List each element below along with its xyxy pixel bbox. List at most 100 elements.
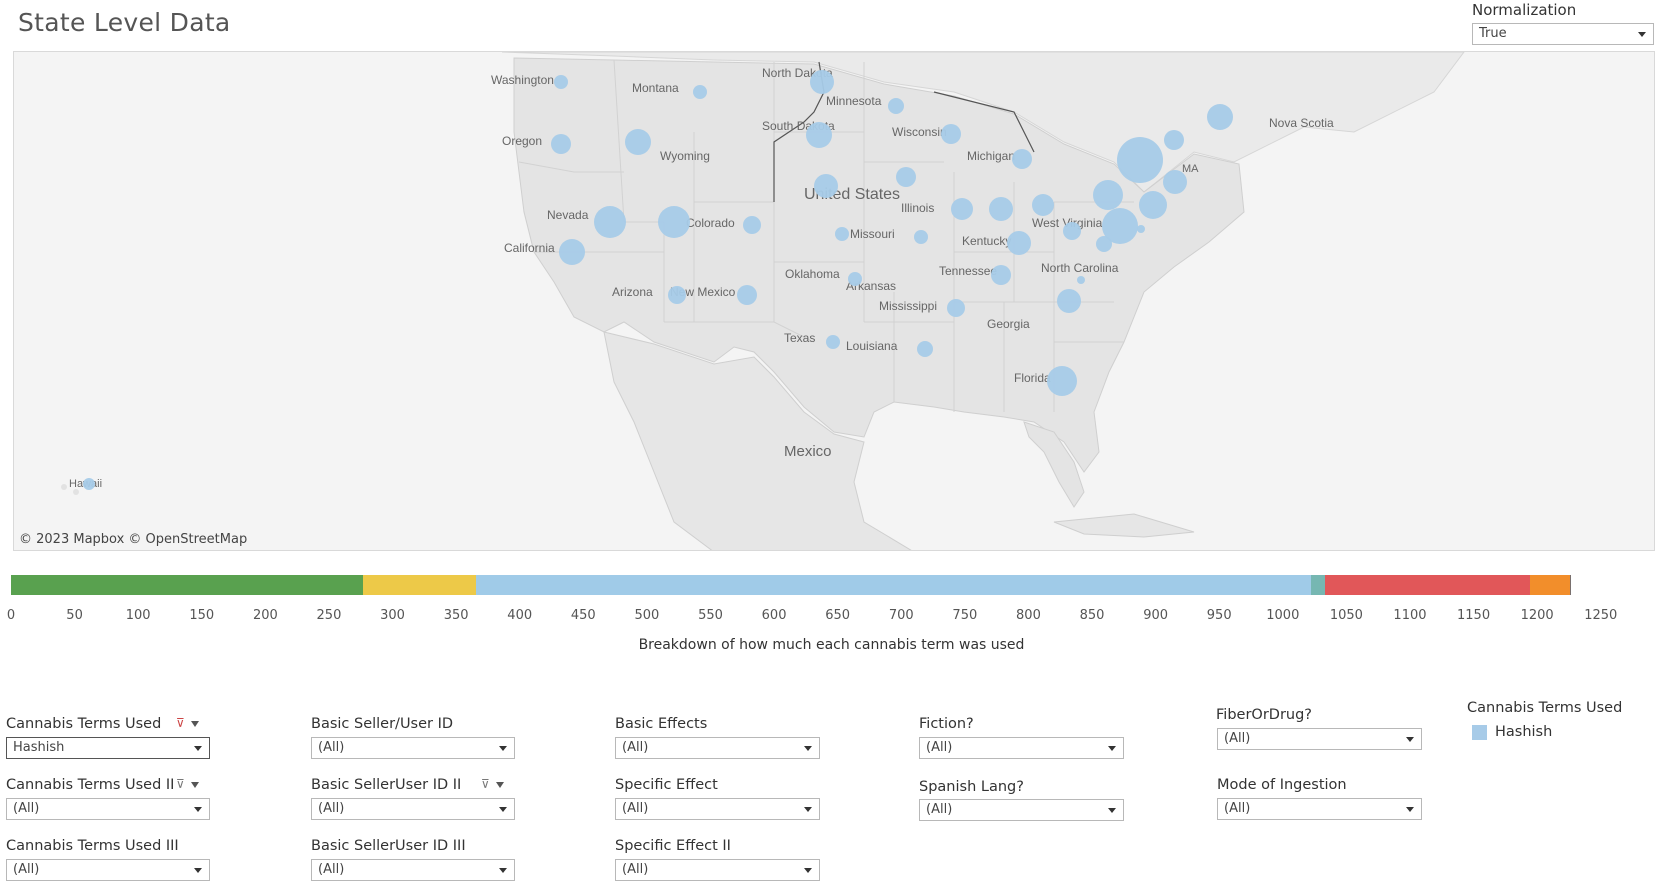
state-map[interactable]: Washington Oregon California Nevada Mont…	[13, 51, 1655, 551]
filter-controls[interactable]: ⊽	[176, 716, 199, 730]
bar-segment-5[interactable]	[1529, 575, 1571, 595]
bubble-delaware[interactable]	[1137, 225, 1145, 233]
bubble-west-virginia[interactable]	[1063, 222, 1081, 240]
bubble-oregon[interactable]	[551, 134, 571, 154]
filter-specific-effect-ii[interactable]: (All)	[615, 859, 820, 881]
bubble-nevada[interactable]	[594, 206, 626, 238]
bubble-indiana[interactable]	[989, 197, 1013, 221]
filter-value: (All)	[622, 862, 649, 877]
bubble-missouri[interactable]	[914, 230, 928, 244]
bubble-connecticut[interactable]	[1163, 170, 1187, 194]
bar-segment-1[interactable]	[363, 575, 477, 595]
filter-controls[interactable]: ⊽	[481, 777, 504, 791]
map-label-minnesota: Minnesota	[826, 94, 882, 108]
filter-cannabis-terms-used[interactable]: Hashish	[6, 737, 210, 759]
dropdown-menu-icon[interactable]	[495, 781, 504, 788]
filter-controls[interactable]: ⊽	[176, 777, 199, 791]
bubble-ohio[interactable]	[1032, 194, 1054, 216]
bubble-nebraska[interactable]	[814, 174, 838, 198]
bubble-illinois[interactable]	[951, 198, 973, 220]
bubble-maryland[interactable]	[1102, 208, 1138, 244]
normalization-select[interactable]: True	[1472, 23, 1654, 45]
bubble-louisiana[interactable]	[917, 341, 933, 357]
bubble-new-mexico[interactable]	[737, 285, 757, 305]
bubble-tennessee[interactable]	[991, 265, 1011, 285]
bubble-arizona[interactable]	[668, 286, 686, 304]
bubble-oklahoma[interactable]	[848, 272, 862, 286]
bubble-north-dakota[interactable]	[810, 70, 834, 94]
dropdown-menu-icon[interactable]	[190, 720, 199, 727]
bubble-idaho[interactable]	[625, 129, 651, 155]
bubble-texas[interactable]	[826, 335, 840, 349]
bubble-south-carolina[interactable]	[1057, 289, 1081, 313]
bar-segment-6[interactable]	[1570, 575, 1572, 595]
filter-basic-effects[interactable]: (All)	[615, 737, 820, 759]
x-tick-label: 250	[316, 608, 342, 623]
bubble-kentucky[interactable]	[1007, 231, 1031, 255]
breakdown-bar[interactable]	[11, 575, 1573, 595]
filter-value: (All)	[13, 801, 40, 816]
map-label-illinois: Illinois	[901, 201, 934, 215]
bubble-vermont[interactable]	[1164, 130, 1184, 150]
chevron-down-icon	[499, 807, 507, 812]
map-canvas[interactable]: Washington Oregon California Nevada Mont…	[14, 52, 1655, 551]
filter-basic-selleruser-id-ii[interactable]: (All)	[311, 798, 515, 820]
map-attribution[interactable]: © 2023 Mapbox © OpenStreetMap	[19, 532, 248, 547]
filter-label-basic-effects: Basic Effects	[615, 716, 708, 732]
bubble-new-york[interactable]	[1117, 137, 1163, 183]
map-label-nova-scotia: Nova Scotia	[1269, 116, 1334, 130]
filter-cannabis-terms-used-iii[interactable]: (All)	[6, 859, 210, 881]
legend-item-hashish[interactable]: Hashish	[1495, 724, 1553, 740]
bubble-south-dakota[interactable]	[806, 122, 832, 148]
clear-filter-icon[interactable]: ⊽	[176, 716, 185, 730]
normalization-label: Normalization	[1472, 1, 1577, 19]
filter-label-mode-of-ingestion: Mode of Ingestion	[1217, 777, 1347, 793]
filter-fiction[interactable]: (All)	[919, 737, 1124, 759]
filter-icon[interactable]: ⊽	[481, 777, 490, 791]
bubble-maine[interactable]	[1207, 104, 1233, 130]
filter-cannabis-terms-used-ii[interactable]: (All)	[6, 798, 210, 820]
bar-segment-4[interactable]	[1324, 575, 1530, 595]
filter-label-fiction: Fiction?	[919, 716, 974, 732]
bar-segment-3[interactable]	[1310, 575, 1325, 595]
map-label-colorado: Colorado	[686, 216, 735, 230]
bubble-michigan[interactable]	[1012, 149, 1032, 169]
hawaii-island	[61, 484, 67, 490]
filter-mode-of-ingestion[interactable]: (All)	[1217, 798, 1422, 820]
x-axis-title: Breakdown of how much each cannabis term…	[638, 637, 1025, 653]
legend-swatch-hashish[interactable]	[1472, 725, 1487, 740]
filter-fiber-or-drug[interactable]: (All)	[1217, 728, 1422, 750]
chevron-down-icon	[1108, 808, 1116, 813]
bubble-minnesota[interactable]	[888, 98, 904, 114]
filter-basic-seller-user-id[interactable]: (All)	[311, 737, 515, 759]
bubble-iowa[interactable]	[896, 167, 916, 187]
bubble-layer[interactable]	[83, 70, 1233, 490]
bubble-wisconsin[interactable]	[941, 124, 961, 144]
bubble-hawaii[interactable]	[83, 478, 95, 490]
x-tick-label: 100	[125, 608, 151, 623]
bubble-virginia[interactable]	[1096, 236, 1112, 252]
bubble-florida[interactable]	[1047, 366, 1077, 396]
chevron-down-icon	[499, 868, 507, 873]
filter-basic-selleruser-id-iii[interactable]: (All)	[311, 859, 515, 881]
bubble-colorado[interactable]	[743, 216, 761, 234]
filter-specific-effect[interactable]: (All)	[615, 798, 820, 820]
filter-icon[interactable]: ⊽	[176, 777, 185, 791]
dropdown-menu-icon[interactable]	[190, 781, 199, 788]
bubble-washington[interactable]	[554, 75, 568, 89]
x-tick-label: 0	[6, 608, 16, 623]
bubble-montana[interactable]	[693, 85, 707, 99]
bar-segment-2[interactable]	[476, 575, 1311, 595]
bar-segment-0[interactable]	[11, 575, 364, 595]
filter-value: (All)	[1224, 731, 1251, 746]
bubble-pennsylvania[interactable]	[1093, 180, 1123, 210]
map-label-ma: MA	[1182, 163, 1199, 175]
bubble-california[interactable]	[559, 239, 585, 265]
bubble-utah[interactable]	[658, 206, 690, 238]
filter-value: (All)	[622, 801, 649, 816]
filter-spanish-lang[interactable]: (All)	[919, 799, 1124, 821]
bubble-kansas[interactable]	[835, 227, 849, 241]
bubble-north-carolina[interactable]	[1077, 276, 1085, 284]
bubble-new-jersey[interactable]	[1139, 191, 1167, 219]
bubble-mississippi[interactable]	[947, 299, 965, 317]
